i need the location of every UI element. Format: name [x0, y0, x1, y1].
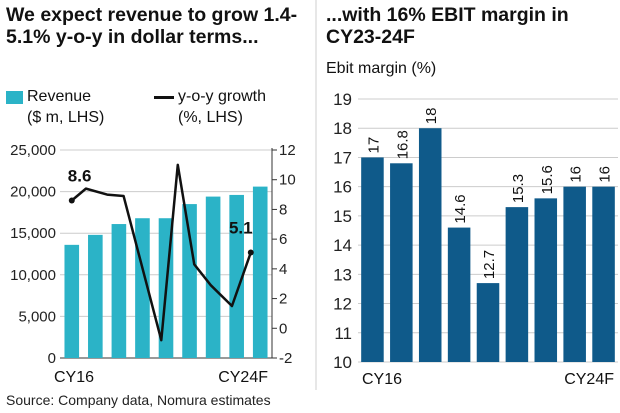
- ebit-ytick-label: 15: [333, 207, 352, 226]
- revenue-bar: [205, 196, 221, 358]
- left-chart-title: We expect revenue to grow 1.4-5.1% y-o-y…: [6, 4, 298, 48]
- left-ytick-label: 0: [48, 350, 56, 367]
- legend-revenue-label: Revenue ($ m, LHS): [27, 86, 104, 128]
- ebit-ytick-label: 13: [333, 265, 352, 284]
- ebit-bar: [563, 186, 586, 362]
- right-ytick-label: -2: [279, 350, 292, 367]
- ebit-data-label: 17: [365, 137, 382, 154]
- revenue-bar: [111, 224, 127, 358]
- ebit-data-label: 15.3: [510, 174, 527, 203]
- left-ytick-label: 5,000: [18, 308, 56, 325]
- yoy-data-label: 5.1: [229, 219, 253, 238]
- right-chart-title: ...with 16% EBIT margin in CY23-24F: [326, 4, 569, 48]
- ebit-data-label: 12.7: [481, 250, 498, 279]
- right-chart-subtitle: Ebit margin (%): [326, 60, 437, 77]
- left-ytick-label: 25,000: [10, 142, 56, 159]
- revenue-bar: [229, 194, 244, 358]
- source-note: Source: Company data, Nomura estimates: [6, 392, 271, 408]
- ebit-bar: [390, 163, 413, 362]
- ebit-data-label: 16: [568, 166, 585, 183]
- ebit-ytick-label: 11: [334, 324, 352, 343]
- ebit-ytick-label: 17: [333, 148, 352, 167]
- ebit-bar: [534, 198, 558, 362]
- ebit-ytick-label: 10: [333, 353, 352, 372]
- revenue-bar: [182, 204, 197, 358]
- ebit-bar: [505, 207, 529, 362]
- ebit-bar: [476, 283, 500, 362]
- legend-yoy-swatch: [154, 96, 174, 99]
- left-chart: 0 5,000 10,000 15,000 20,000 25,000 -2 0 2 4 6 8 10 1…: [10, 142, 296, 386]
- revenue-bar: [252, 186, 268, 358]
- left-ytick-label: 10,000: [10, 267, 56, 284]
- right-ytick-label: 10: [279, 172, 296, 189]
- left-ytick-label: 20,000: [10, 184, 56, 201]
- right-ytick-label: 8: [279, 201, 287, 218]
- ebit-xtick-label: CY16: [362, 371, 402, 388]
- left-ytick-label: 15,000: [10, 225, 56, 242]
- right-ytick-label: 12: [279, 142, 296, 159]
- right-ytick-label: 0: [279, 320, 287, 337]
- ebit-bar: [447, 227, 471, 362]
- legend-revenue-line1: Revenue: [27, 88, 92, 105]
- legend-revenue-line2: ($ m, LHS): [27, 109, 105, 126]
- ebit-data-label: 14.6: [452, 194, 469, 223]
- ebit-ytick-label: 19: [333, 90, 352, 109]
- revenue-bar: [64, 244, 80, 358]
- legend-yoy-line2: (%, LHS): [178, 109, 243, 126]
- ebit-data-label: 16.8: [394, 130, 411, 159]
- ebit-ytick-label: 12: [333, 295, 352, 314]
- ebit-ytick-label: 14: [333, 236, 352, 255]
- ebit-data-label: 15.6: [539, 165, 556, 194]
- right-ytick-label: 6: [279, 231, 287, 248]
- right-chart: 10 11 12 13 14 15 16 17 18 19 17 16.8 18 14.6 12.7 15.3…: [333, 90, 618, 388]
- ebit-ytick-label: 16: [333, 178, 352, 197]
- ebit-xtick-label: CY24F: [564, 371, 614, 388]
- right-ytick-label: 4: [279, 261, 287, 278]
- yoy-point-marker: [68, 197, 75, 204]
- ebit-bar: [592, 186, 615, 362]
- ebit-bar: [361, 157, 384, 362]
- right-ytick-label: 2: [279, 291, 287, 308]
- ebit-bar: [418, 128, 442, 362]
- legend-revenue-swatch: [6, 91, 23, 104]
- legend-yoy-label: y-o-y growth (%, LHS): [178, 86, 266, 128]
- yoy-data-label: 8.6: [68, 167, 92, 186]
- ebit-data-label: 16: [597, 166, 614, 183]
- yoy-point-marker: [247, 249, 254, 256]
- left-xtick-label: CY16: [54, 369, 94, 386]
- revenue-bar: [88, 234, 103, 358]
- left-xtick-label: CY24F: [218, 369, 268, 386]
- ebit-ytick-label: 18: [333, 119, 352, 138]
- yoy-growth-line: [70, 163, 252, 342]
- ebit-data-label: 18: [423, 108, 440, 125]
- legend-yoy-line1: y-o-y growth: [178, 88, 267, 105]
